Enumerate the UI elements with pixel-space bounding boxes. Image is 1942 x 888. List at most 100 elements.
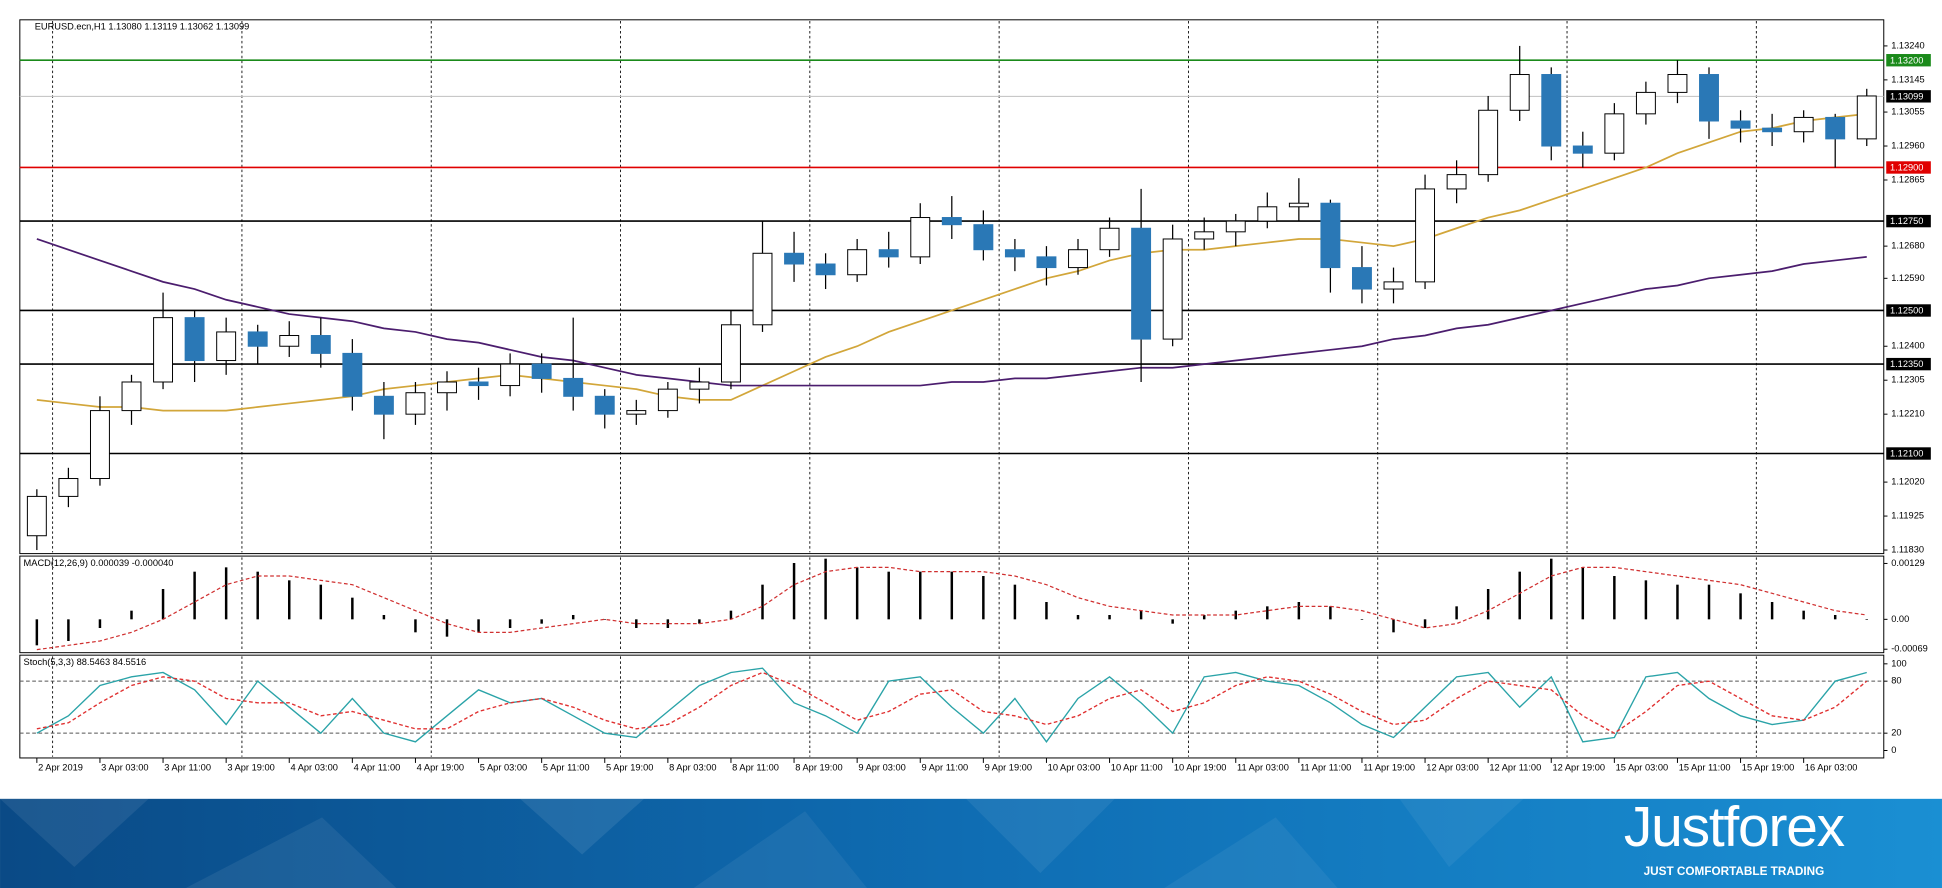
level-box bbox=[1886, 214, 1931, 228]
candle-body bbox=[1099, 227, 1120, 251]
panel-title: MACD(12,26,9) 0.000039 -0.000040 bbox=[24, 558, 174, 568]
macd-bar bbox=[1518, 571, 1521, 620]
candle-body bbox=[1446, 174, 1467, 190]
candle-body bbox=[153, 317, 174, 383]
level-box bbox=[1886, 54, 1931, 67]
level-box bbox=[1886, 161, 1931, 174]
candle-body bbox=[720, 324, 741, 383]
macd-bar bbox=[414, 619, 417, 633]
y-tick-label: 0.00129 bbox=[1891, 558, 1925, 568]
macd-bar bbox=[1550, 558, 1553, 620]
y-tick-label: 1.12305 bbox=[1891, 375, 1925, 385]
level-box bbox=[1886, 357, 1931, 371]
macd-bar bbox=[1139, 610, 1143, 620]
candle-body bbox=[1509, 74, 1530, 111]
macd-bar bbox=[1455, 606, 1458, 620]
macd-bar bbox=[1833, 614, 1837, 620]
shard bbox=[0, 798, 149, 867]
x-tick-label: 4 Apr 11:00 bbox=[354, 762, 401, 772]
moving-average bbox=[36, 238, 1867, 387]
candle-body bbox=[1004, 249, 1025, 258]
x-tick-label: 3 Apr 03:00 bbox=[101, 762, 148, 772]
level-box bbox=[1886, 447, 1931, 460]
macd-bar bbox=[1613, 576, 1616, 620]
y-tick-label: 1.11830 bbox=[1891, 544, 1924, 554]
y-tick-label: 1.12590 bbox=[1891, 273, 1925, 283]
macd-bar bbox=[666, 619, 670, 628]
tagline: JUST COMFORTABLE TRADING bbox=[1644, 865, 1825, 878]
x-tick-label: 4 Apr 19:00 bbox=[417, 762, 464, 772]
x-tick-label: 15 Apr 03:00 bbox=[1616, 762, 1669, 772]
moving-average bbox=[36, 112, 1867, 412]
macd-bar bbox=[1266, 606, 1269, 620]
panel-title: EURUSD.ecn,H1 1.13080 1.13119 1.13062 1.… bbox=[35, 22, 250, 32]
candle-body bbox=[1036, 256, 1057, 269]
macd-bar bbox=[1297, 602, 1301, 620]
macd-bar bbox=[1423, 619, 1427, 628]
y-tick-label: 0 bbox=[1891, 745, 1896, 755]
candle-body bbox=[373, 395, 394, 415]
macd-bar bbox=[1644, 580, 1648, 620]
y-tick-label: 1.12020 bbox=[1891, 477, 1925, 487]
macd-bar bbox=[351, 597, 354, 620]
macd-bar bbox=[950, 571, 954, 620]
x-tick-label: 10 Apr 11:00 bbox=[1111, 762, 1163, 772]
macd-bar bbox=[540, 619, 543, 624]
macd-bar bbox=[1392, 619, 1395, 633]
x-tick-label: 15 Apr 19:00 bbox=[1742, 762, 1795, 772]
x-tick-label: 11 Apr 03:00 bbox=[1237, 762, 1289, 772]
macd-bar bbox=[161, 589, 165, 620]
x-tick-label: 3 Apr 19:00 bbox=[227, 762, 274, 772]
y-tick-label: 0.00 bbox=[1891, 614, 1909, 624]
macd-bar bbox=[761, 584, 764, 620]
candle-body bbox=[594, 395, 615, 415]
x-tick-label: 12 Apr 19:00 bbox=[1552, 762, 1605, 772]
macd-bar bbox=[445, 619, 449, 637]
candle-body bbox=[310, 335, 331, 354]
x-tick-label: 9 Apr 19:00 bbox=[985, 762, 1032, 772]
x-tick-label: 12 Apr 03:00 bbox=[1426, 762, 1479, 772]
macd-bar bbox=[319, 584, 323, 620]
x-tick-label: 8 Apr 19:00 bbox=[795, 762, 842, 772]
shard bbox=[1399, 798, 1524, 867]
macd-bar bbox=[603, 619, 606, 620]
macd-bar bbox=[1329, 606, 1332, 620]
candle-body bbox=[1383, 281, 1404, 290]
level-label: 1.12750 bbox=[1890, 216, 1923, 226]
x-tick-label: 5 Apr 11:00 bbox=[543, 762, 590, 772]
candle-body bbox=[941, 217, 962, 226]
price-box bbox=[1886, 90, 1931, 103]
panel-frame bbox=[19, 19, 1885, 555]
candle-body bbox=[279, 335, 300, 347]
candle-body bbox=[1604, 113, 1625, 154]
macd-bar bbox=[256, 571, 259, 620]
candle-body bbox=[1288, 202, 1309, 208]
macd-bar bbox=[1171, 619, 1174, 624]
macd-bar bbox=[1486, 589, 1490, 620]
level-label: 1.12500 bbox=[1890, 306, 1923, 316]
macd-bar bbox=[67, 619, 70, 641]
y-tick-label: 1.12210 bbox=[1891, 409, 1925, 419]
macd-bar bbox=[224, 567, 228, 620]
price-label: 1.13099 bbox=[1890, 91, 1923, 101]
y-tick-label: 1.12680 bbox=[1891, 241, 1925, 251]
candle-body bbox=[1257, 206, 1278, 222]
macd-bar bbox=[288, 580, 291, 620]
y-tick-label: 1.12400 bbox=[1891, 341, 1925, 351]
macd-bar bbox=[1676, 584, 1679, 620]
candle-body bbox=[784, 252, 805, 265]
candle-body bbox=[405, 392, 426, 415]
x-tick-label: 11 Apr 11:00 bbox=[1300, 762, 1351, 772]
candle-body bbox=[689, 381, 710, 390]
candle-body bbox=[89, 410, 110, 480]
x-tick-label: 4 Apr 03:00 bbox=[290, 762, 337, 772]
candle-body bbox=[847, 249, 868, 276]
candle-body bbox=[1825, 116, 1846, 140]
candle-body bbox=[1320, 202, 1341, 269]
x-tick-label: 3 Apr 11:00 bbox=[164, 762, 211, 772]
candle-body bbox=[247, 331, 268, 347]
y-tick-label: 1.12865 bbox=[1891, 174, 1925, 184]
macd-bar bbox=[982, 576, 985, 620]
shard bbox=[520, 798, 645, 855]
